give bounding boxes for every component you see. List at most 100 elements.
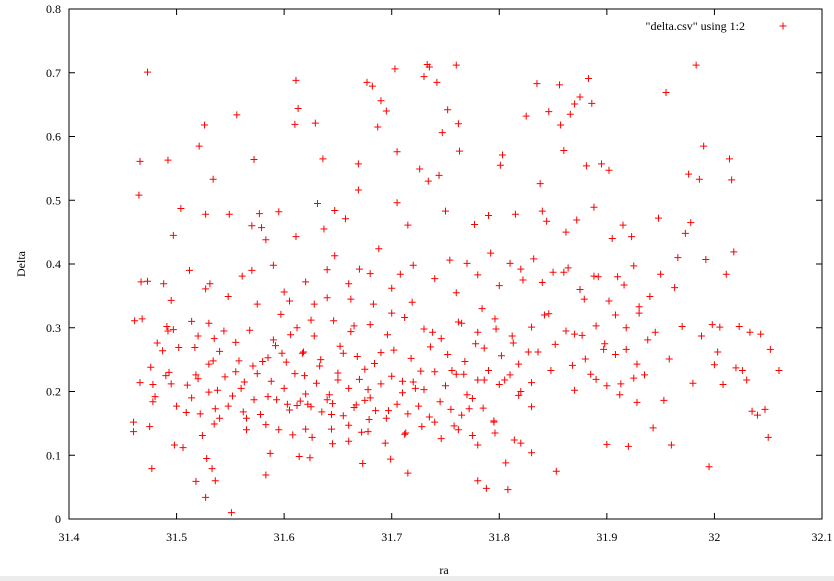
data-point <box>538 207 546 215</box>
data-point <box>259 358 267 366</box>
data-point <box>320 225 328 233</box>
data-point <box>210 335 218 343</box>
data-point <box>499 151 507 159</box>
data-point <box>540 311 548 319</box>
data-point <box>144 68 152 76</box>
data-point <box>435 171 443 179</box>
data-point <box>728 176 736 184</box>
x-axis-title: ra <box>439 563 449 577</box>
data-point <box>396 270 404 278</box>
data-point <box>225 210 233 218</box>
data-point <box>182 409 190 417</box>
data-point <box>146 423 154 431</box>
data-point <box>170 441 178 449</box>
data-point <box>169 231 177 239</box>
data-point <box>450 422 458 430</box>
data-point <box>549 268 557 276</box>
data-point <box>420 325 428 333</box>
data-point <box>431 275 439 283</box>
data-point <box>743 376 751 384</box>
data-point <box>355 265 363 273</box>
data-point <box>318 408 326 416</box>
data-point <box>534 348 542 356</box>
data-point <box>209 175 217 183</box>
data-point <box>191 344 199 352</box>
y-tick-label: 0 <box>55 512 61 526</box>
y-axis-title: Delta <box>14 250 28 277</box>
data-point <box>242 426 250 434</box>
data-point <box>235 357 243 365</box>
data-point <box>188 394 196 402</box>
data-point <box>291 370 299 378</box>
legend-plus-marker <box>779 22 787 30</box>
data-point <box>364 428 372 436</box>
legend-marker <box>779 22 787 30</box>
data-point <box>735 322 743 330</box>
data-point <box>455 147 463 155</box>
legend-series-label: "delta.csv" using 1:2 <box>646 19 745 33</box>
data-point <box>329 400 337 408</box>
data-point <box>211 405 219 413</box>
data-point <box>600 345 608 353</box>
data-point <box>354 186 362 194</box>
data-point <box>275 208 283 216</box>
data-point <box>536 180 544 188</box>
data-point <box>213 386 221 394</box>
data-point <box>164 156 172 164</box>
data-point <box>608 235 616 242</box>
data-point <box>585 74 593 82</box>
data-point <box>372 407 380 415</box>
data-point <box>275 426 283 434</box>
data-point <box>185 266 193 274</box>
legend: "delta.csv" using 1:2 <box>646 19 787 33</box>
data-point <box>188 317 196 325</box>
data-point <box>277 310 285 318</box>
data-point <box>205 360 213 368</box>
data-point <box>485 212 493 220</box>
data-point <box>624 442 632 450</box>
data-point <box>327 410 335 418</box>
data-point <box>562 228 570 236</box>
data-point <box>692 61 700 69</box>
data-point <box>210 420 218 428</box>
data-point <box>564 264 572 272</box>
data-point <box>136 379 144 387</box>
data-point <box>205 388 213 396</box>
data-point <box>195 142 203 150</box>
data-point <box>764 433 772 441</box>
data-point <box>325 391 333 399</box>
data-point <box>375 245 383 253</box>
data-point <box>472 340 480 348</box>
data-point <box>205 319 213 327</box>
data-point <box>374 123 382 131</box>
data-point <box>490 418 498 426</box>
data-point <box>341 215 349 223</box>
plot-border <box>68 8 823 520</box>
data-point <box>269 336 277 344</box>
data-point <box>474 328 482 336</box>
data-point <box>700 142 708 150</box>
data-point <box>232 338 240 346</box>
data-point <box>366 321 374 329</box>
data-point <box>183 381 191 389</box>
data-point <box>614 273 622 281</box>
data-point <box>246 326 254 334</box>
y-tick-label: 0.4 <box>46 257 61 271</box>
data-point <box>282 358 290 366</box>
data-point <box>353 352 361 360</box>
data-point <box>233 111 241 119</box>
data-point <box>232 368 240 376</box>
data-point <box>302 425 310 433</box>
data-point <box>429 328 437 336</box>
data-point <box>388 372 396 380</box>
data-point <box>448 366 456 374</box>
data-point <box>420 73 428 81</box>
data-point <box>641 371 649 379</box>
data-point <box>216 347 224 355</box>
data-point <box>377 97 385 105</box>
y-tick-label: 0.5 <box>46 193 61 207</box>
data-point <box>334 369 342 377</box>
data-point <box>508 332 516 340</box>
data-point <box>339 349 347 357</box>
data-point <box>517 265 525 273</box>
